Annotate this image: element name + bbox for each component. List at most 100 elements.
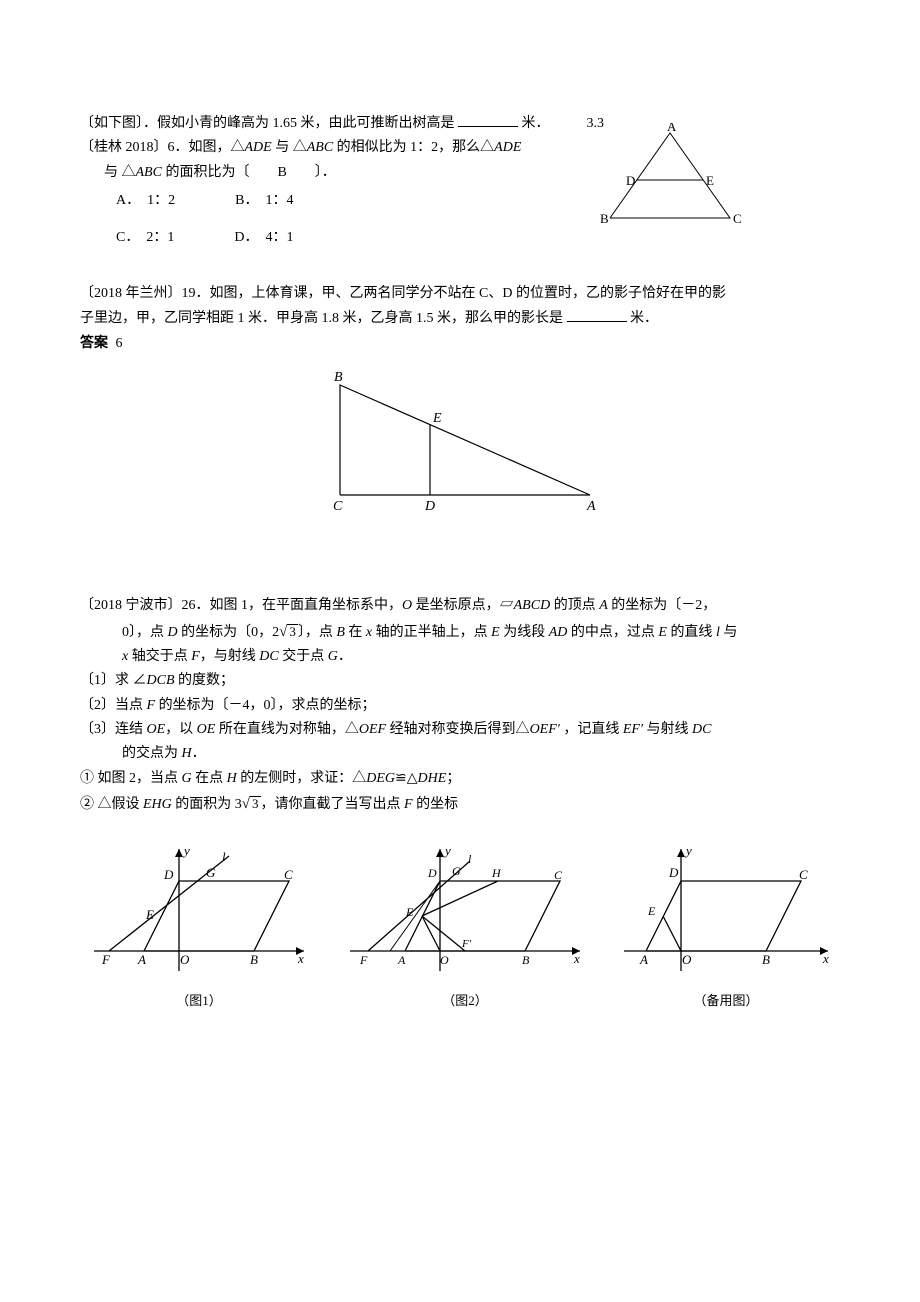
fig1-C: C (284, 867, 293, 882)
q2-opt-b: B． 1：4 (235, 190, 293, 212)
fig2-E: E (405, 905, 414, 919)
q2-tri1: ADE (245, 140, 272, 155)
q4-l3b: 轴交于点 (128, 649, 191, 664)
fig2-H: H (491, 866, 502, 880)
q4-l2f: 在 (345, 625, 366, 640)
q4-p3d: OE (197, 722, 216, 737)
q4-p2a: 〔2〕当点 (80, 698, 147, 713)
q4-p3a: 〔3〕连结 (80, 722, 147, 737)
q4-c1e: 的左侧时，求证：△ (237, 771, 367, 786)
q2-label-d: D (626, 173, 635, 188)
q4-p3m2c: ． (192, 746, 206, 761)
fig2-Fp: F′ (461, 938, 472, 950)
q4-l2rad: 3 (287, 624, 298, 639)
fig2-l: l (468, 852, 472, 866)
fig1-l: l (222, 849, 226, 864)
q2-label-b: B (600, 211, 609, 226)
q4-p3f: OEF (359, 722, 386, 737)
q4-l1f: A (599, 598, 608, 613)
q4-part3b: 的交点为 H． (80, 743, 840, 765)
q4-l1c: 是坐标原点，▱ (412, 598, 514, 613)
q4-l1a: 〔2018 宁波市〕26．如图 1，在平面直角坐标系中， (80, 598, 402, 613)
fig2-G: G (452, 864, 461, 878)
q4-c1b: G (182, 771, 192, 786)
q4-l1d: ABCD (514, 598, 551, 613)
q4-p3i: ，记直线 (560, 722, 623, 737)
q2-l2pre: 与 △ (104, 165, 136, 180)
q4-l3f: 交于点 (279, 649, 328, 664)
q3-line2: 子里边，甲，乙同学相距 1 米．甲身高 1.8 米，乙身高 1.5 米，那么甲的… (80, 307, 840, 330)
fig3-A: A (639, 952, 648, 967)
q2-label-e: E (706, 173, 714, 188)
q1-text: 〔如下图〕．假如小青的峰高为 1.65 米，由此可推断出树高是 (80, 116, 455, 131)
q4-part3: 〔3〕连结 OE，以 OE 所在直线为对称轴，△OEF 经轴对称变换后得到△OE… (80, 719, 840, 741)
q3-label-c: C (333, 499, 343, 514)
q3-figure: B E C D A (300, 365, 620, 515)
q4-p3g: 经轴对称变换后得到△ (386, 722, 530, 737)
q4-l2a: 0〕，点 (122, 625, 168, 640)
q4-l3c: F (191, 649, 200, 664)
fig1-A: A (137, 952, 146, 967)
q4-line2: 0〕，点 D 的坐标为〔0，2√3〕，点 B 在 x 轴的正半轴上，点 E 为线… (80, 620, 840, 644)
q4-l2k: AD (549, 625, 568, 640)
fig1-G: G (206, 865, 216, 880)
q3-line1: 〔2018 年兰州〕19．如图，上体育课，甲、乙两名同学分不站在 C、D 的位置… (80, 283, 840, 305)
q4-l1b: O (402, 598, 412, 613)
q4-p3k: 与射线 (643, 722, 692, 737)
fig1-y: y (182, 843, 190, 858)
q3-label-e: E (432, 411, 442, 426)
q3-label-b: B (334, 370, 343, 385)
fig2-C: C (554, 868, 563, 882)
q4-p1b: DCB (147, 673, 175, 688)
q4-c1h: DHE (418, 771, 447, 786)
fig1-D: D (163, 867, 174, 882)
q4-part2: 〔2〕当点 F 的坐标为〔－4，0〕，求点的坐标； (80, 695, 840, 717)
q4-c1f: DEG (366, 771, 395, 786)
fig3-D: D (668, 865, 679, 880)
fig2-y: y (443, 843, 451, 858)
fig1-x: x (297, 951, 304, 966)
q4-line1: 〔2018 宁波市〕26．如图 1，在平面直角坐标系中，O 是坐标原点，▱ABC… (80, 595, 840, 617)
q4-c2d: ，请你直截了当写出点 (261, 797, 405, 812)
q2-prefix: 〔桂林 2018〕6．如图，△ (80, 140, 245, 155)
q4-l3h: ． (338, 649, 352, 664)
q4-c1c: 在点 (192, 771, 227, 786)
q4-c1d: H (227, 771, 237, 786)
q4-c2rad: 3 (250, 796, 261, 811)
q4-p1a: 〔1〕求 ∠ (80, 673, 147, 688)
q4-fig2: y l x D G H C E F′ F A O B （图2） (340, 841, 590, 1012)
q4-fig3: y x D C E A O B （备用图） (616, 841, 836, 1012)
q4-fig1: y l x D G C E F A O B （图1） (84, 841, 314, 1012)
q2: 〔桂林 2018〕6．如图，△ADE 与 △ABC 的相似比为 1：2，那么△A… (80, 137, 840, 249)
fig1-F: F (101, 952, 111, 967)
q3-l2pre: 子里边，甲，乙同学相距 1 米．甲身高 1.8 米，乙身高 1.5 米，那么甲的… (80, 311, 563, 326)
fig2-A: A (397, 953, 406, 967)
q4-p3j: EF′ (623, 722, 643, 737)
q4-part1: 〔1〕求 ∠DCB 的度数； (80, 670, 840, 692)
q4-c2e: F (404, 797, 413, 812)
q4-l1e: 的顶点 (550, 598, 599, 613)
q2-label-c: C (733, 211, 742, 226)
q4-l3e: DC (259, 649, 278, 664)
q4-l2p: 与 (720, 625, 738, 640)
q4-p3b: OE (147, 722, 166, 737)
q4-p2c: 的坐标为〔－4，0〕，求点的坐标； (155, 698, 376, 713)
q4-p3m2b: H (182, 746, 192, 761)
q4-c1a: ① 如图 2，当点 (80, 771, 182, 786)
fig2-caption: （图2） (340, 991, 590, 1012)
fig3-C: C (799, 867, 808, 882)
fig1-B: B (250, 952, 258, 967)
q4-l2d: 〕，点 (298, 625, 337, 640)
q3-blank (567, 307, 627, 322)
sqrt-icon: √3 (242, 792, 261, 816)
fig3-y: y (684, 843, 692, 858)
q4-p1c: 的度数； (175, 673, 235, 688)
q4-p3h: OEF′ (530, 722, 560, 737)
q4-circ2: ② △假设 EHG 的面积为 3√3，请你直截了当写出点 F 的坐标 (80, 792, 840, 816)
fig3-O: O (682, 952, 692, 967)
q1-unit: 米． (522, 116, 550, 131)
q4-p3e: 所在直线为对称轴，△ (215, 722, 359, 737)
q4-l2e: B (336, 625, 345, 640)
q4-circ1: ① 如图 2，当点 G 在点 H 的左侧时，求证：△DEG≌△DHE； (80, 768, 840, 790)
q2-mid1: 与 △ (272, 140, 307, 155)
